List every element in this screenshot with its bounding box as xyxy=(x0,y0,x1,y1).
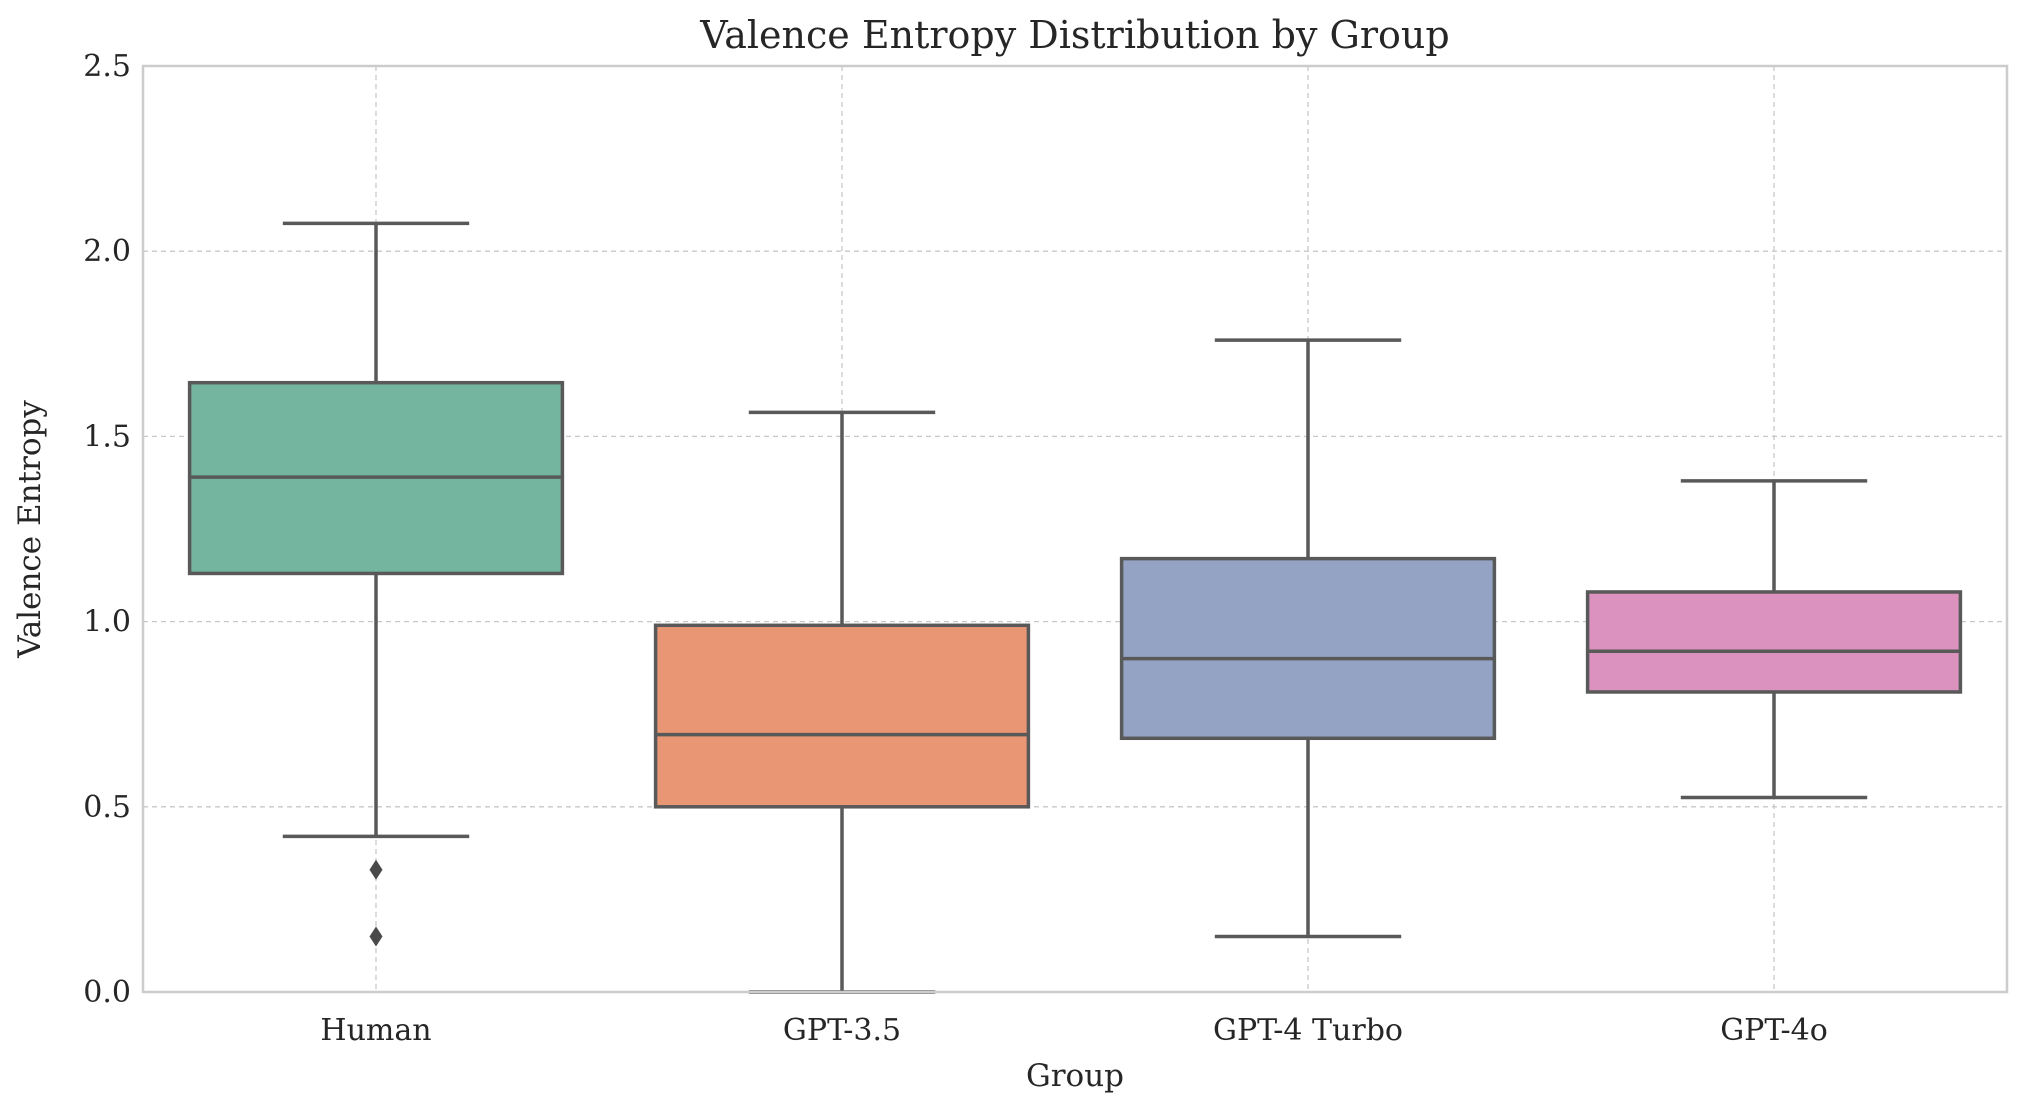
outlier-point xyxy=(369,926,383,947)
x-tick-label: GPT-4o xyxy=(1720,1013,1828,1048)
x-tick-label: GPT-4 Turbo xyxy=(1213,1013,1403,1048)
box-layer xyxy=(187,221,1963,994)
y-tick-label: 0.5 xyxy=(83,790,131,825)
y-tick-label: 0.0 xyxy=(83,975,131,1010)
x-axis-label: Group xyxy=(1026,1058,1124,1094)
x-tick-label: GPT-3.5 xyxy=(783,1013,901,1048)
box-gpt-4o xyxy=(1585,590,1963,694)
y-tick-label: 2.0 xyxy=(83,234,131,269)
y-tick-label: 2.5 xyxy=(83,49,131,84)
x-tick-labels: Human GPT-3.5 GPT-4 Turbo GPT-4o xyxy=(320,1013,1827,1048)
x-tick-label: Human xyxy=(320,1013,431,1048)
y-axis-label: Valence Entropy xyxy=(12,400,48,659)
box-gpt-4-turbo xyxy=(1119,556,1497,741)
y-tick-label: 1.5 xyxy=(83,419,131,454)
outlier-point xyxy=(369,859,383,880)
plot-frame xyxy=(141,64,2009,994)
y-tick-labels: 0.0 0.5 1.0 1.5 2.0 2.5 xyxy=(83,49,131,1010)
chart-title: Valence Entropy Distribution by Group xyxy=(699,13,1449,57)
y-tick-label: 1.0 xyxy=(83,605,131,640)
box-gpt-3-5 xyxy=(653,623,1031,809)
